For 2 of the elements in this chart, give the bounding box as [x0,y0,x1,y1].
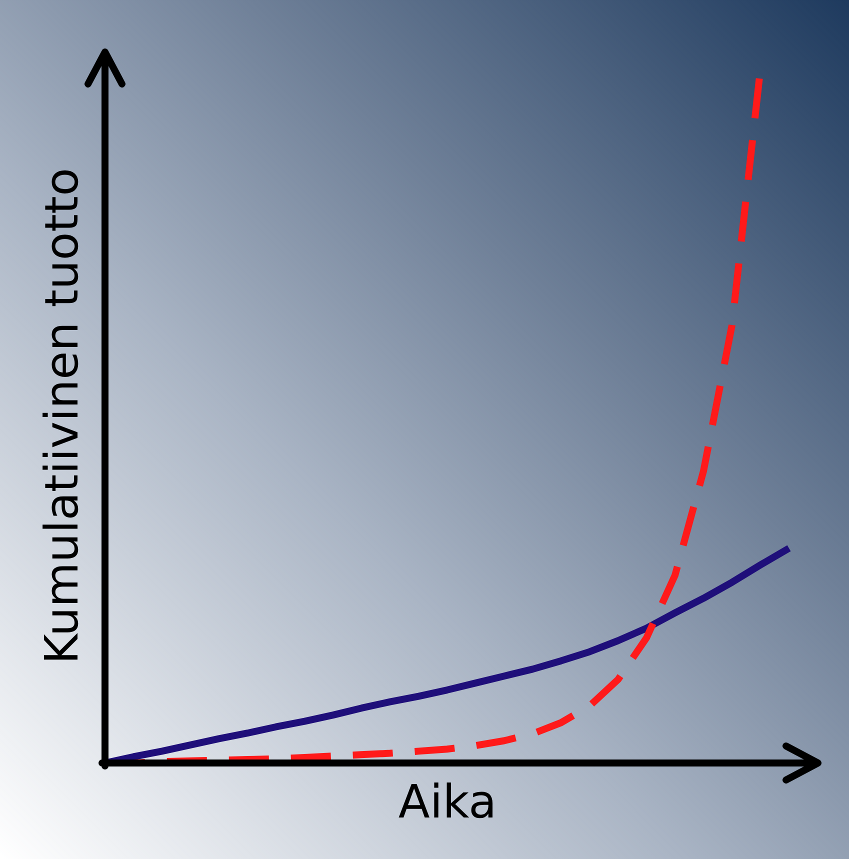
x-axis-title: Aika [398,774,497,828]
y-axis-title: Kumulatiivinen tuotto [34,168,88,664]
